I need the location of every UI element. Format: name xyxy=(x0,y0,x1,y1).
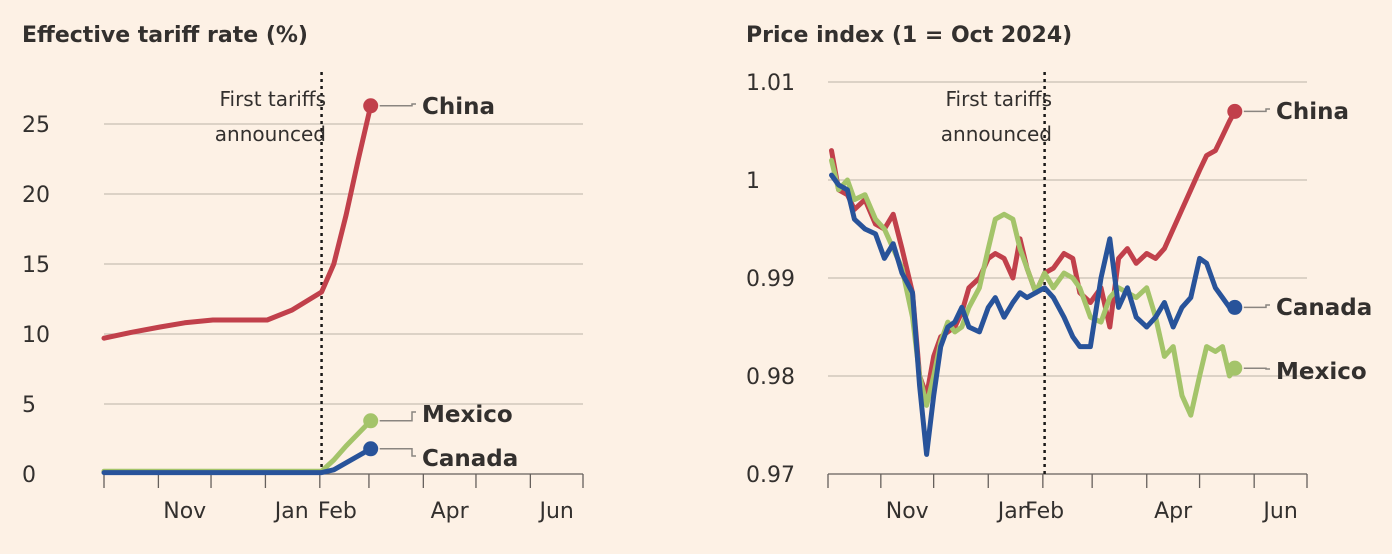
tariff-series-labels: China Mexico Canada xyxy=(379,94,518,472)
x-tick-label: Nov xyxy=(886,499,929,524)
series-label-china: China xyxy=(1276,99,1349,125)
label-connector xyxy=(379,411,416,422)
x-tick-label: Apr xyxy=(431,499,470,524)
price-series-labels: China Mexico Canada xyxy=(1243,99,1372,385)
label-connector xyxy=(379,103,416,107)
y-tick-label: 5 xyxy=(22,393,36,418)
tariff-annotation-line2: announced xyxy=(215,122,326,146)
y-tick-label: 1.01 xyxy=(746,71,795,96)
tariff-rate-chart: Effective tariff rate (%) 0 5 10 15 20 25 Nov… xyxy=(22,23,584,524)
series-label-canada: Canada xyxy=(422,446,518,472)
y-tick-label: 10 xyxy=(22,323,50,348)
series-label-mexico: Mexico xyxy=(422,402,513,428)
end-point-canada xyxy=(363,441,379,457)
y-tick-label: 0.99 xyxy=(746,267,795,292)
y-tick-label: 25 xyxy=(22,113,50,138)
end-point-mexico xyxy=(1227,360,1243,376)
price-annotation-line1: First tariffs xyxy=(945,87,1052,111)
y-tick-label: 15 xyxy=(22,253,50,278)
x-tick-label: Apr xyxy=(1154,499,1193,524)
y-tick-label: 20 xyxy=(22,183,50,208)
label-connector xyxy=(1243,108,1270,113)
end-point-canada xyxy=(1227,299,1243,315)
tariff-annotation-line1: First tariffs xyxy=(219,87,326,111)
x-tick-label: Jun xyxy=(1261,499,1297,524)
end-point-china xyxy=(363,98,379,114)
x-tick-label: Jun xyxy=(537,499,573,524)
tariff-chart-title: Effective tariff rate (%) xyxy=(22,23,308,48)
x-tick-label: Feb xyxy=(318,499,357,524)
x-tick-label: Jan xyxy=(996,499,1032,524)
tariff-gridlines xyxy=(104,123,583,405)
series-line-canada xyxy=(829,172,1238,457)
series-label-mexico: Mexico xyxy=(1276,359,1367,385)
series-label-canada: Canada xyxy=(1276,295,1372,321)
label-connector xyxy=(1243,367,1270,370)
series-line-china xyxy=(101,103,374,341)
label-connector xyxy=(379,448,416,457)
price-annotation-line2: announced xyxy=(941,122,1052,146)
series-label-china: China xyxy=(422,94,495,120)
series-line-canada xyxy=(101,446,374,476)
price-series xyxy=(829,103,1243,457)
tariff-series xyxy=(101,98,379,476)
x-tick-label: Feb xyxy=(1025,499,1064,524)
y-tick-label: 0.97 xyxy=(746,463,795,488)
end-point-china xyxy=(1227,103,1243,119)
y-tick-label: 0 xyxy=(22,463,36,488)
label-connector xyxy=(1243,304,1270,309)
y-tick-label: 1 xyxy=(746,169,760,194)
price-y-ticks: 0.97 0.98 0.99 1 1.01 xyxy=(746,71,795,488)
price-index-chart: Price index (1 = Oct 2024) 0.97 0.98 0.99 1… xyxy=(746,23,1372,524)
y-tick-label: 0.98 xyxy=(746,365,795,390)
x-tick-label: Nov xyxy=(163,499,206,524)
tariff-y-ticks: 0 5 10 15 20 25 xyxy=(22,113,50,488)
x-tick-label: Jan xyxy=(273,499,309,524)
price-chart-title: Price index (1 = Oct 2024) xyxy=(746,23,1072,48)
end-point-mexico xyxy=(363,413,379,429)
